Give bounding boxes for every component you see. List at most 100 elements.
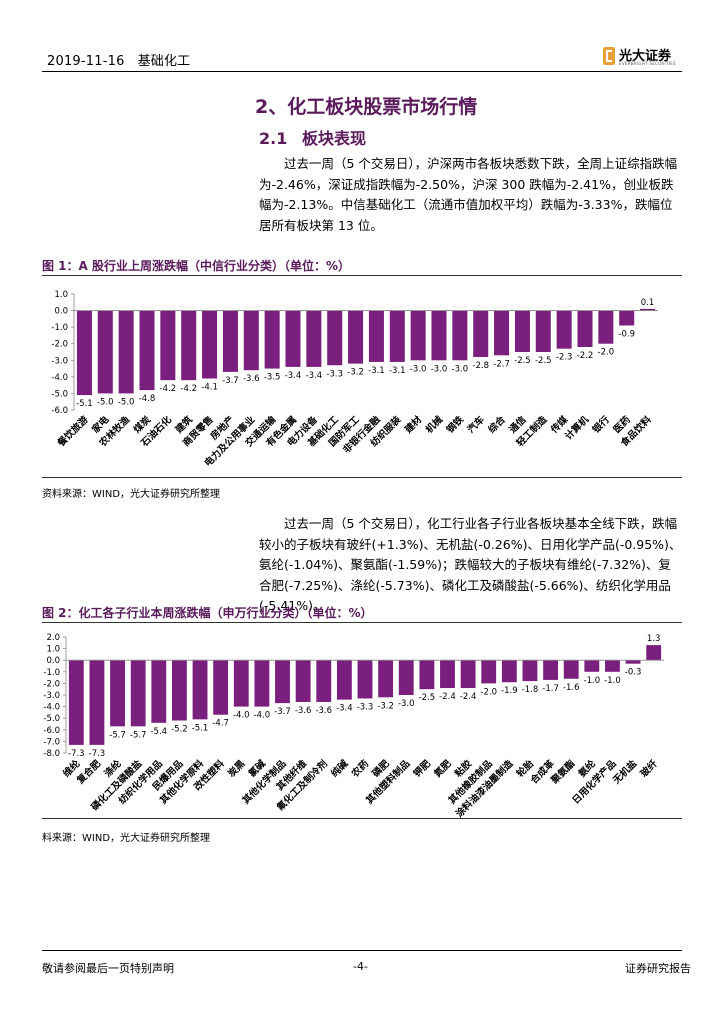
fig1-bar (264, 310, 280, 369)
figure2-top-rule (42, 622, 682, 623)
fig2-bar (295, 660, 311, 702)
figure2-title: 图 2：化工各子行业本周涨跌幅（申万行业分类）（单位：%） (42, 606, 373, 620)
fig1-bar (535, 310, 551, 352)
fig1-bar (473, 310, 489, 357)
fig2-y-tick-label: 0.0 (46, 656, 60, 666)
fig1-data-label: -4.1 (201, 383, 218, 393)
fig1-data-label: -3.4 (285, 371, 302, 381)
subsection-title: 2.1 板块表现 (259, 125, 366, 149)
fig1-bar (285, 310, 301, 367)
fig1-bar (577, 310, 593, 348)
subsection-number: 2.1 (259, 129, 288, 148)
fig1-bar (306, 310, 322, 367)
logo-subtext: EVERBRIGHT SECURITIES (619, 61, 676, 66)
figure1-top-rule (42, 275, 682, 276)
fig1-bar (348, 310, 364, 364)
fig2-data-label: -3.2 (377, 701, 394, 711)
fig1-data-label: -2.8 (472, 361, 489, 371)
fig1-data-label: -2.0 (598, 348, 615, 358)
fig2-data-label: -2.4 (460, 692, 477, 702)
fig1-y-tick-label: -1.0 (51, 323, 68, 333)
fig1-data-label: -3.0 (431, 364, 448, 374)
fig1-data-label: 0.1 (641, 298, 655, 308)
fig2-category-label: 玻纤 (638, 757, 660, 779)
fig2-data-label: -4.0 (233, 711, 250, 721)
fig2-data-label: -7.3 (89, 749, 106, 759)
fig1-y-tick-label: 0.0 (54, 307, 68, 317)
fig2-y-tick-label: -3.0 (43, 691, 60, 701)
fig2-bar (171, 660, 187, 721)
fig2-data-label: -2.5 (419, 693, 436, 703)
fig1-data-label: -3.3 (326, 369, 343, 379)
fig2-category-label: 钾肥 (411, 757, 433, 779)
fig1-bar (97, 310, 113, 394)
paragraph-subsector: 过去一周（5 个交易日），化工行业各子行业各板块基本全线下跌，跌幅较小的子板块有… (259, 516, 682, 613)
fig1-data-label: -4.2 (180, 384, 197, 394)
figure2-source: 料来源：WIND，光大证券研究所整理 (42, 833, 211, 844)
fig1-bar (640, 308, 656, 311)
fig1-data-label: -5.0 (118, 397, 135, 407)
fig1-data-label: -5.0 (97, 397, 114, 407)
fig2-data-label: -5.1 (192, 723, 209, 733)
fig2-data-label: -1.6 (563, 683, 580, 693)
fig2-bar (68, 660, 84, 745)
fig2-bar (192, 660, 208, 720)
fig2-bar (460, 660, 476, 689)
fig2-data-label: -3.0 (398, 699, 415, 709)
fig2-data-label: -0.3 (625, 668, 642, 678)
fig1-bar (139, 310, 155, 391)
paragraph-market-overview: 过去一周（5 个交易日），沪深两市各板块悉数下跌，全周上证综指跌幅为-2.46%… (259, 156, 678, 233)
fig2-data-label: -4.0 (254, 711, 271, 721)
fig1-bar (181, 310, 197, 381)
fig1-y-tick-label: -3.0 (51, 356, 68, 366)
fig2-data-label: -3.3 (357, 702, 374, 712)
header-divider (42, 71, 682, 72)
fig1-bar (222, 310, 238, 372)
fig1-data-label: -0.9 (618, 329, 635, 339)
fig1-y-tick-label: -4.0 (51, 373, 68, 383)
fig2-category-label: 氮肥 (432, 757, 454, 779)
fig1-data-label: -2.7 (493, 359, 510, 369)
fig2-data-label: -5.7 (130, 730, 147, 740)
fig1-data-label: -3.0 (410, 364, 427, 374)
subsection-text: 板块表现 (302, 129, 367, 148)
fig1-bar (619, 310, 635, 326)
fig1-bar (514, 310, 530, 352)
fig1-bar (452, 310, 468, 361)
fig2-category-label: 农药 (348, 757, 371, 780)
fig2-category-label: 聚氨酯 (548, 757, 578, 787)
fig2-bar (378, 660, 394, 698)
fig2-bar (584, 660, 600, 672)
fig1-y-tick-label: -2.0 (51, 340, 68, 350)
fig2-data-label: -3.7 (274, 707, 291, 717)
fig2-bar (563, 660, 579, 679)
figure1-source: 资料来源：WIND，光大证券研究所整理 (42, 489, 221, 500)
figure2-bottom-rule (42, 818, 682, 819)
section-title: 2、化工板块股票市场行情 (255, 96, 478, 118)
fig1-data-label: -2.2 (577, 351, 594, 361)
fig2-bar (151, 660, 167, 723)
fig2-data-label: -7.3 (68, 749, 85, 759)
fig2-bar (440, 660, 455, 689)
fig1-data-label: -3.5 (264, 373, 281, 383)
footer-divider (42, 950, 682, 951)
fig1-bar (118, 310, 134, 394)
fig1-y-tick-label: -6.0 (51, 406, 68, 416)
fig2-data-label: -5.4 (150, 727, 167, 737)
logo-text: 光大证券 (619, 49, 672, 64)
fig2-bar (605, 660, 620, 672)
header-date: 2019-11-16 (47, 54, 125, 69)
fig1-data-label: -3.7 (222, 376, 239, 386)
fig2-bar (501, 660, 517, 683)
fig2-bar (213, 660, 229, 715)
fig2-bar (357, 660, 373, 699)
fig1-y-tick-label: -5.0 (51, 389, 68, 399)
fig1-bar (202, 310, 218, 379)
fig1-data-label: -4.2 (160, 384, 177, 394)
fig1-data-label: -3.4 (306, 371, 323, 381)
fig1-data-label: -3.1 (389, 366, 406, 376)
fig2-bar (398, 660, 414, 695)
fig1-bar (368, 310, 384, 362)
fig2-y-tick-label: -4.0 (43, 703, 60, 713)
fig2-category-label: 无机盐 (610, 757, 640, 787)
